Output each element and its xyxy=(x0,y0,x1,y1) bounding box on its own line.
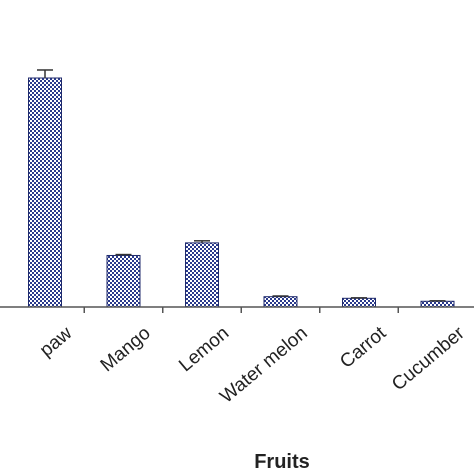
tick-label-lemon: Lemon xyxy=(175,323,233,376)
bar-carrot xyxy=(342,297,376,308)
bar-pawpaw xyxy=(28,77,62,308)
tick-label-mango: Mango xyxy=(97,323,155,376)
x-axis-title: Fruits xyxy=(254,451,310,473)
bars-group xyxy=(28,69,455,308)
bar-lemon xyxy=(185,242,219,308)
bar-water-melon xyxy=(263,296,298,308)
bar-mango xyxy=(106,254,141,308)
tick-label-water-melon: Water melon xyxy=(216,323,311,408)
tick-label-carrot: Carrot xyxy=(336,322,390,372)
x-ticks-group xyxy=(83,307,399,313)
bar-cucumber xyxy=(420,300,455,308)
tick-label-cucumber: Cucumber xyxy=(388,322,469,395)
tick-label-pawpaw: paw xyxy=(36,323,76,362)
